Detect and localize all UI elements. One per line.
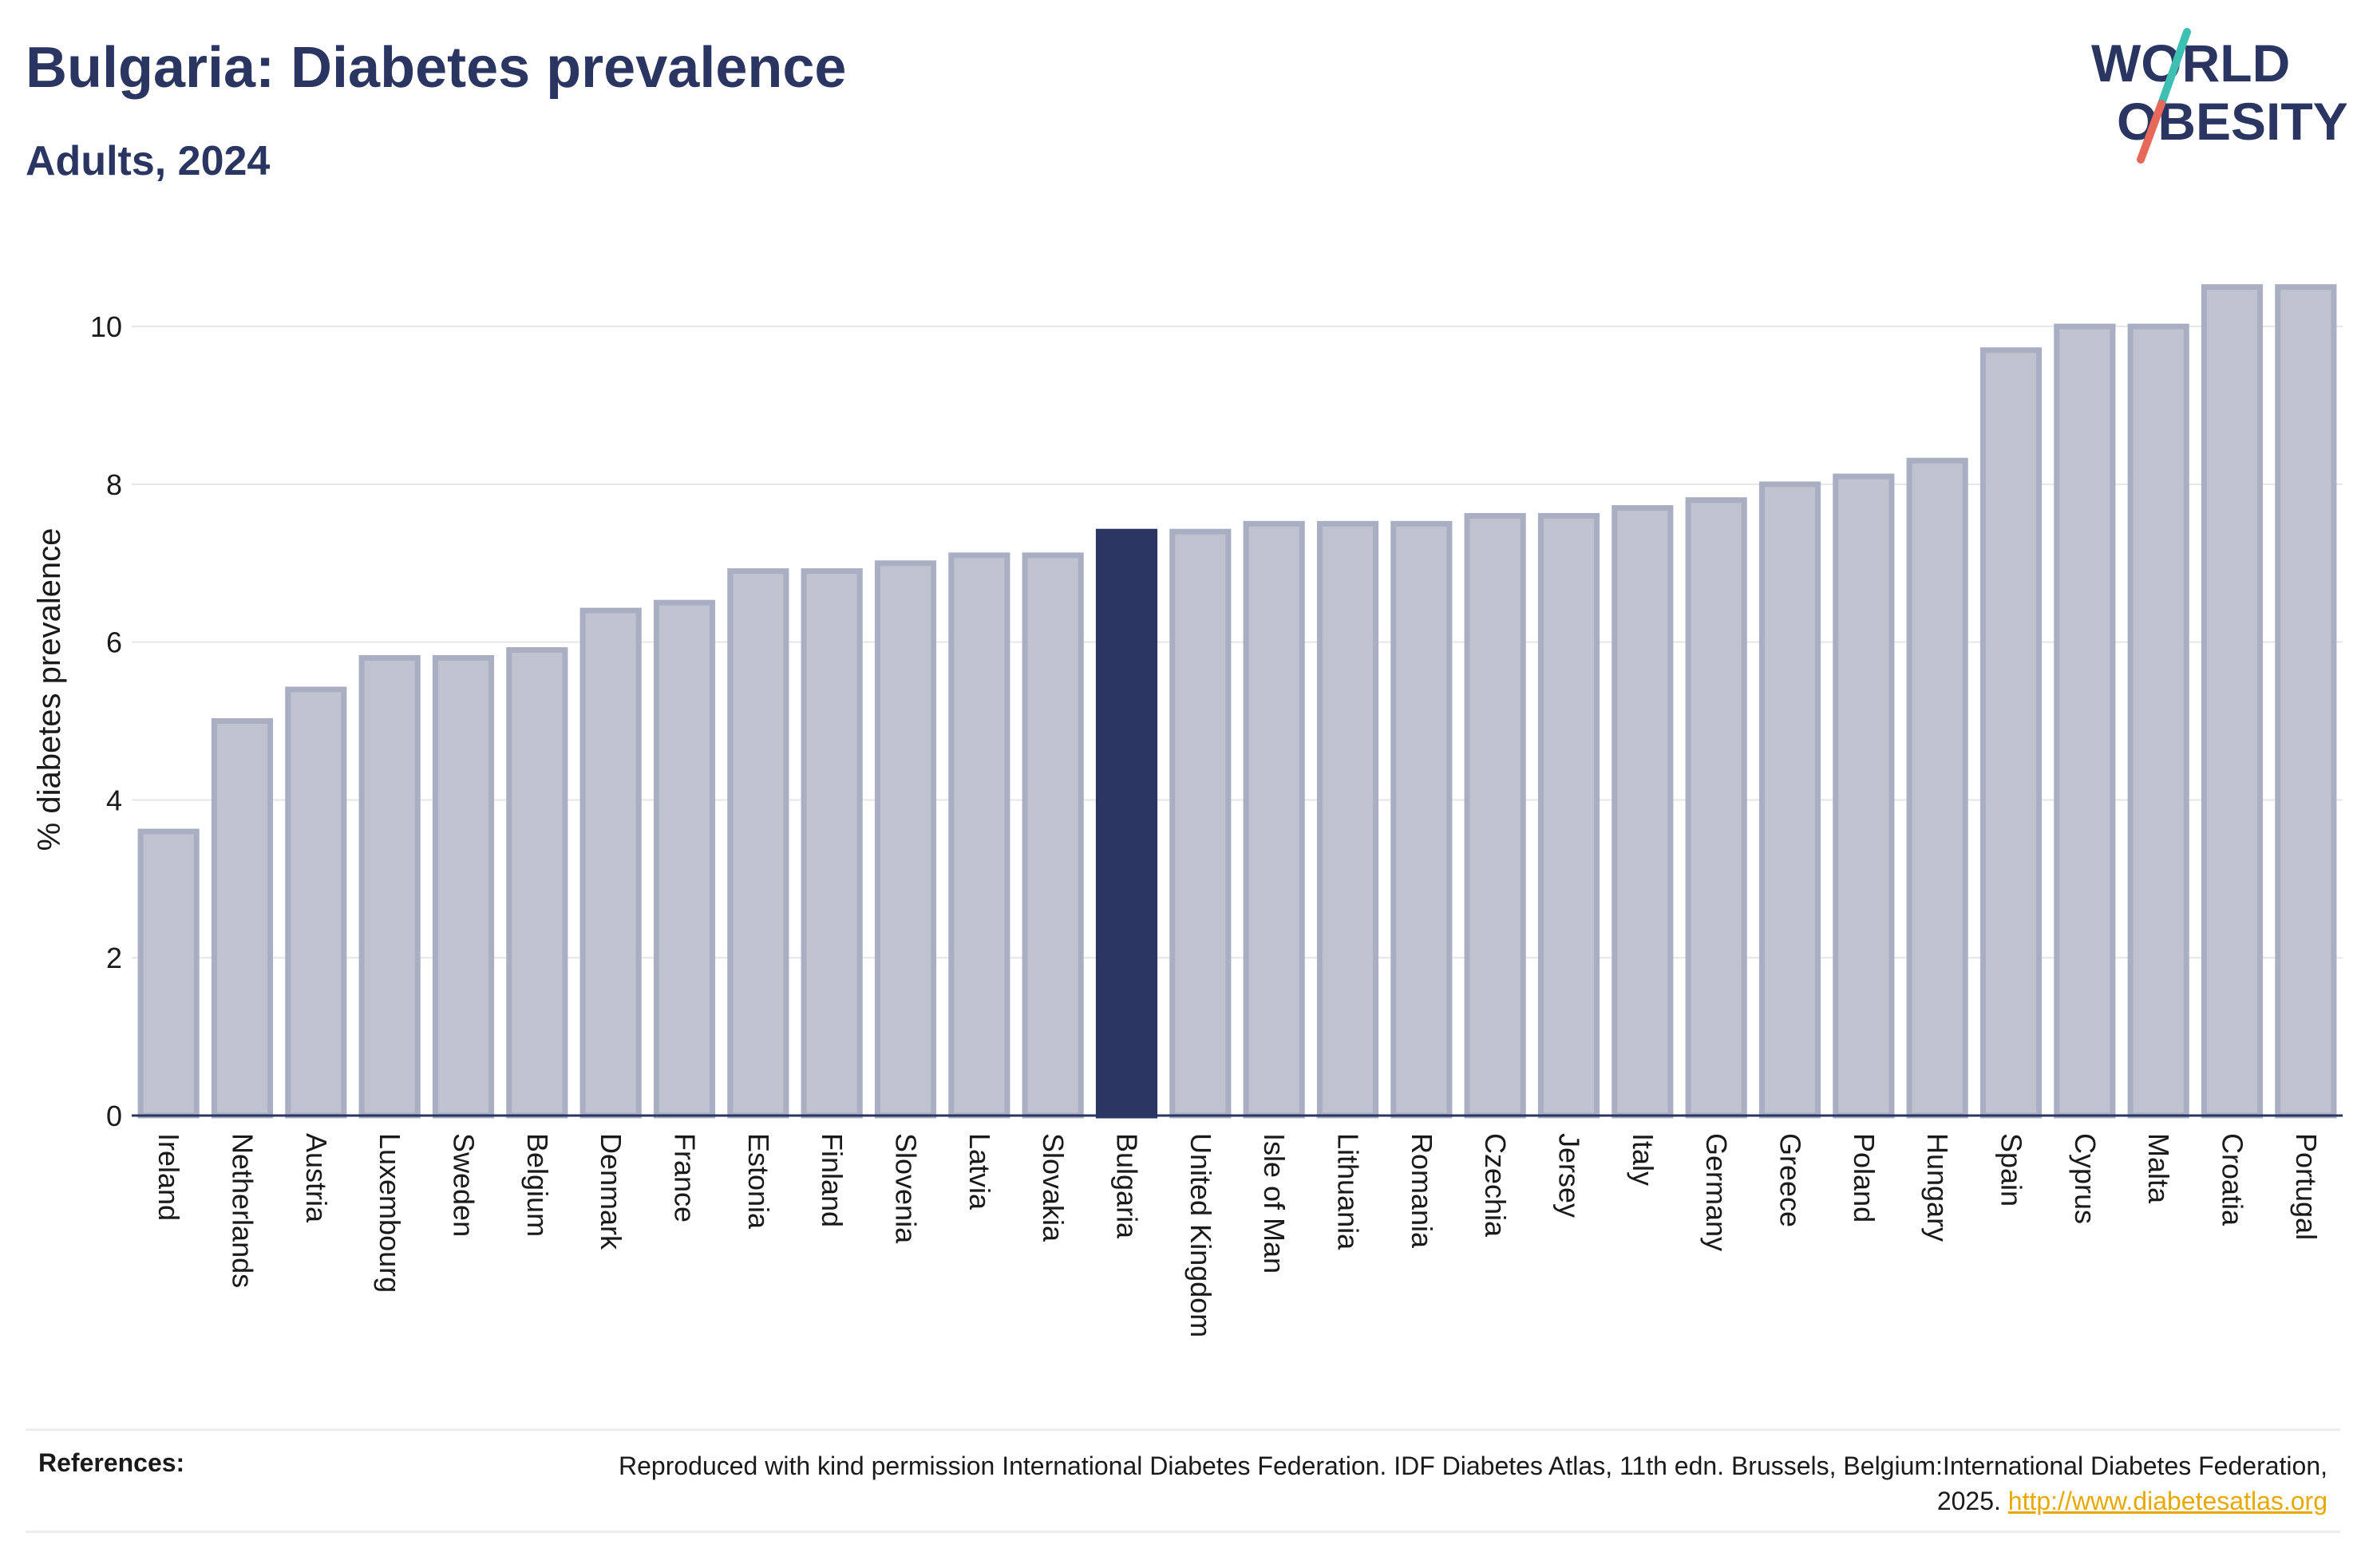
bar-spain	[1979, 347, 2043, 1119]
x-axis-ticks: Ireland Netherlands Austria Luxembourg Swede…	[152, 1133, 2323, 1337]
x-tick-label: Slovenia	[890, 1133, 923, 1244]
x-tick-label: Cyprus	[2069, 1133, 2102, 1224]
bar-belgium	[506, 647, 568, 1119]
gridlines	[132, 326, 2343, 959]
bar-jersey	[1537, 512, 1600, 1119]
bars	[137, 284, 2337, 1119]
bar-italy	[1612, 505, 1674, 1119]
x-tick-label: Netherlands	[227, 1133, 259, 1288]
x-tick-label: Austria	[300, 1133, 333, 1223]
bar-czechia	[1464, 512, 1526, 1119]
bar-malta	[2127, 323, 2189, 1119]
x-tick-label: Finland	[816, 1133, 848, 1227]
bar-germany	[1685, 497, 1747, 1119]
y-tick-label: 8	[106, 468, 122, 501]
references-label: References:	[38, 1448, 185, 1477]
bar-cyprus	[2054, 323, 2116, 1119]
bar-france	[653, 599, 716, 1119]
y-tick-label: 4	[106, 784, 122, 816]
x-tick-label: Sweden	[448, 1133, 481, 1237]
bar-hungary	[1906, 457, 1968, 1119]
bar-isle-of-man	[1243, 520, 1305, 1119]
references-link[interactable]: http://www.diabetesatlas.org	[2007, 1487, 2327, 1515]
x-tick-label: Bulgaria	[1111, 1133, 1144, 1239]
logo-text-world: WORLD	[2091, 34, 2290, 93]
x-tick-label: Poland	[1848, 1133, 1880, 1222]
x-tick-label: Jersey	[1553, 1133, 1586, 1218]
bar-bulgaria	[1095, 528, 1158, 1119]
bar-portugal	[2275, 284, 2337, 1119]
references-text: Reproduced with kind permission Internat…	[571, 1448, 2327, 1519]
x-tick-label: Denmark	[595, 1133, 627, 1250]
x-tick-label: France	[669, 1133, 702, 1222]
x-tick-label: Malta	[2142, 1133, 2175, 1204]
x-tick-label: United Kingdom	[1184, 1133, 1217, 1337]
x-tick-label: Hungary	[1921, 1133, 1954, 1242]
y-tick-label: 2	[106, 942, 122, 974]
x-tick-label: Spain	[1995, 1133, 2028, 1207]
y-axis-label: % diabetes prevalence	[32, 528, 67, 851]
bar-croatia	[2201, 284, 2264, 1119]
logo-slash-bottom	[2137, 100, 2165, 164]
x-tick-label: Czechia	[1479, 1133, 1512, 1238]
x-tick-label: Lithuania	[1332, 1133, 1365, 1250]
references-panel: References: Reproduced with kind permiss…	[26, 1428, 2340, 1533]
bar-slovenia	[874, 560, 937, 1119]
x-tick-label: Greece	[1774, 1133, 1807, 1227]
world-obesity-logo: WORLD OBESITY	[2091, 28, 2347, 164]
x-tick-label: Slovakia	[1037, 1133, 1070, 1242]
x-tick-label: Germany	[1700, 1133, 1733, 1251]
references-body: Reproduced with kind permission Internat…	[618, 1451, 2327, 1515]
x-tick-label: Portugal	[2290, 1133, 2323, 1240]
bar-netherlands	[211, 718, 274, 1119]
y-tick-label: 0	[106, 1100, 122, 1132]
bar-ireland	[137, 828, 200, 1119]
bar-luxembourg	[358, 654, 421, 1119]
bar-slovakia	[1022, 552, 1084, 1119]
x-tick-label: Isle of Man	[1258, 1133, 1291, 1274]
bar-denmark	[579, 607, 642, 1119]
x-tick-label: Belgium	[521, 1133, 554, 1237]
x-tick-label: Croatia	[2217, 1133, 2249, 1226]
bar-lithuania	[1316, 520, 1379, 1119]
bar-sweden	[432, 654, 495, 1119]
y-tick-label: 10	[90, 310, 122, 343]
bar-united-kingdom	[1169, 528, 1232, 1119]
x-tick-label: Estonia	[742, 1133, 775, 1230]
chart-subtitle: Adults, 2024	[26, 138, 271, 184]
bar-estonia	[727, 568, 789, 1119]
bar-finland	[801, 568, 863, 1119]
bar-poland	[1833, 473, 1895, 1119]
bar-greece	[1758, 481, 1821, 1119]
y-tick-label: 6	[106, 626, 122, 659]
x-tick-label: Romania	[1406, 1133, 1438, 1249]
logo-slash-top	[2157, 28, 2191, 108]
bar-austria	[285, 686, 347, 1119]
x-tick-label: Italy	[1627, 1133, 1659, 1186]
x-tick-label: Ireland	[152, 1133, 185, 1221]
bar-chart: 0 2 4 6 8 10 Ireland Netherlands Austria Luxembo…	[32, 284, 2343, 1337]
x-tick-label: Latvia	[963, 1133, 996, 1211]
bar-romania	[1390, 520, 1453, 1119]
bar-latvia	[948, 552, 1010, 1119]
x-tick-label: Luxembourg	[374, 1133, 406, 1293]
y-axis-ticks: 0 2 4 6 8 10	[90, 310, 122, 1132]
chart-title: Bulgaria: Diabetes prevalence	[26, 36, 847, 100]
